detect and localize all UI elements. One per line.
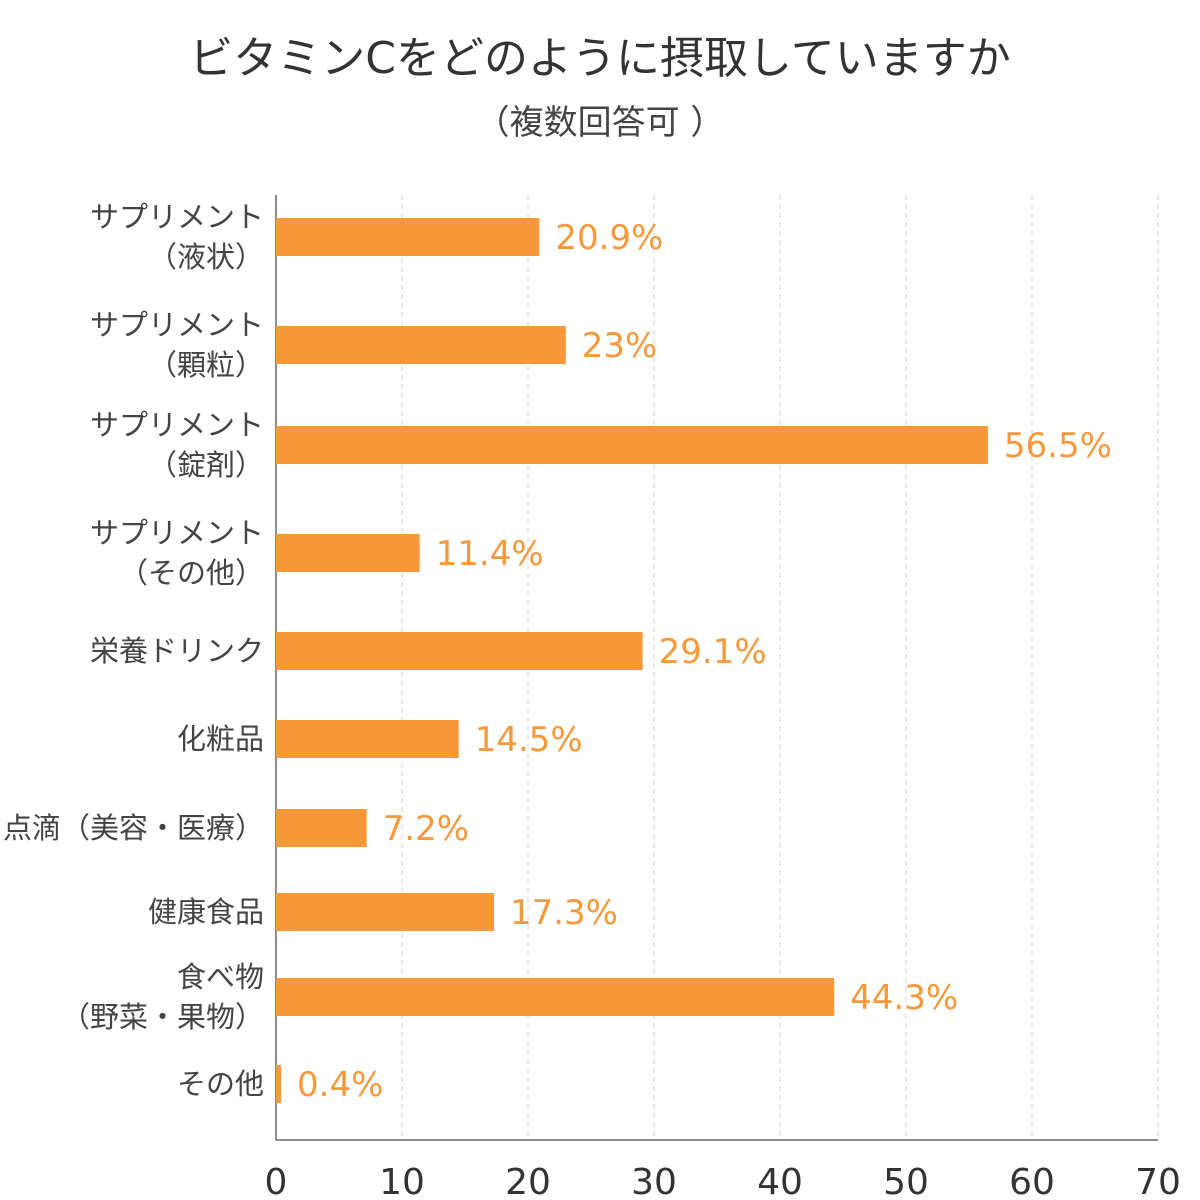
category-label: 化粧品 [177, 722, 264, 756]
category-label: 健康食品 [148, 895, 264, 929]
value-label: 7.2% [383, 809, 469, 849]
bar [276, 534, 420, 572]
category-label: （顆粒） [148, 348, 264, 382]
x-tick-label: 70 [1135, 1162, 1181, 1200]
bar [276, 426, 988, 464]
x-tick-label: 20 [505, 1162, 551, 1200]
category-label: サプリメント [90, 516, 264, 550]
x-tick-label: 0 [265, 1162, 288, 1200]
category-label: サプリメント [90, 308, 264, 342]
chart-title: ビタミンCをどのように摂取していますか [189, 33, 1011, 84]
category-label: サプリメント [90, 408, 264, 442]
value-label: 29.1% [659, 632, 767, 672]
bar [276, 1065, 282, 1103]
bar [276, 720, 459, 758]
bar [276, 218, 540, 256]
category-label: （錠剤） [148, 448, 264, 482]
category-label: 点滴（美容・医療） [3, 811, 264, 845]
value-label: 56.5% [1004, 426, 1112, 466]
value-label: 14.5% [475, 720, 583, 760]
value-label: 20.9% [555, 218, 663, 258]
category-label: サプリメント [90, 200, 264, 234]
x-tick-label: 50 [883, 1162, 929, 1200]
x-tick-label: 60 [1009, 1162, 1055, 1200]
bar [276, 978, 835, 1016]
bar [276, 632, 643, 670]
bar [276, 893, 494, 931]
x-tick-label: 40 [757, 1162, 803, 1200]
x-tick-label: 30 [631, 1162, 677, 1200]
value-label: 23% [582, 326, 658, 366]
category-label: （液状） [148, 240, 264, 274]
value-label: 11.4% [436, 534, 544, 574]
value-label: 44.3% [850, 978, 958, 1018]
value-label: 17.3% [510, 893, 618, 933]
category-label: 食べ物 [177, 960, 264, 994]
bar [276, 326, 566, 364]
category-label: その他 [177, 1067, 264, 1101]
bar [276, 809, 367, 847]
value-label: 0.4% [297, 1065, 383, 1105]
chart-subtitle: （複数回答可 ） [475, 103, 725, 143]
category-label: （その他） [119, 556, 264, 590]
category-label: （野菜・果物） [61, 1000, 264, 1034]
category-label: 栄養ドリンク [90, 634, 264, 668]
x-tick-label: 10 [379, 1162, 425, 1200]
